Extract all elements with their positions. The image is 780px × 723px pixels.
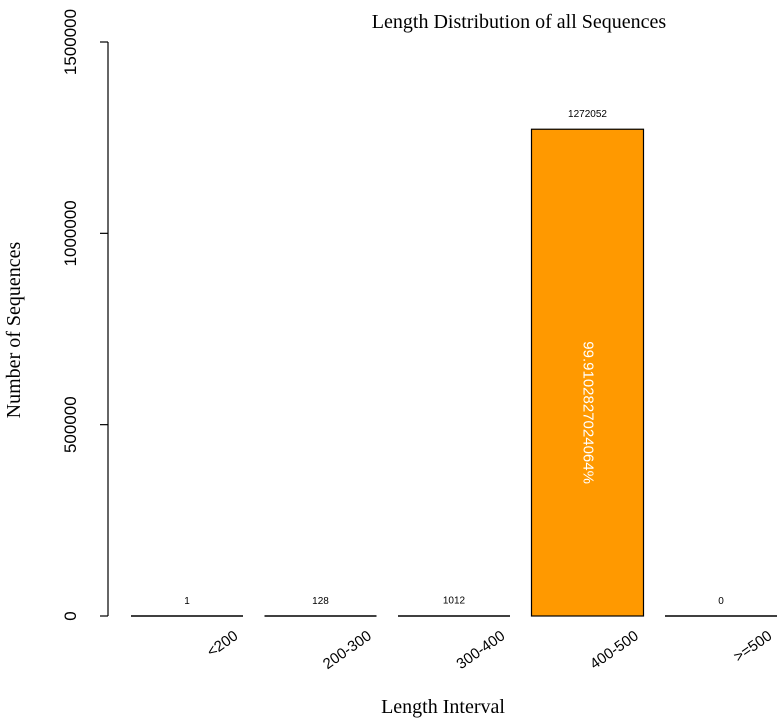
y-tick-label: 1000000 bbox=[61, 200, 80, 266]
x-tick-label: 300-400 bbox=[453, 627, 508, 673]
x-tick-label: >=500 bbox=[731, 627, 776, 665]
chart-title: Length Distribution of all Sequences bbox=[372, 11, 667, 33]
y-tick-label: 1500000 bbox=[61, 9, 80, 75]
data-label: 1 bbox=[184, 596, 190, 607]
y-axis: 0 500000 1000000 1500000 bbox=[61, 9, 109, 621]
x-tick-label: 200-300 bbox=[320, 627, 375, 673]
data-label: 0 bbox=[718, 596, 724, 607]
data-label: 1272052 bbox=[568, 109, 607, 120]
bars-group: 1 128 1012 1272052 99.9102827024064% 0 bbox=[131, 109, 777, 617]
bar bbox=[530, 128, 645, 617]
x-tick-label: 400-500 bbox=[587, 627, 642, 673]
x-tick-labels: <200 200-300 300-400 400-500 >=500 bbox=[204, 627, 775, 673]
data-label: 128 bbox=[312, 596, 329, 607]
y-tick-label: 0 bbox=[61, 611, 80, 620]
x-tick-label: <200 bbox=[204, 627, 241, 660]
x-axis-label: Length Interval bbox=[381, 696, 505, 718]
data-label: 1012 bbox=[443, 596, 466, 607]
percentage-label: 99.9102827024064% bbox=[580, 341, 597, 484]
y-tick-label: 500000 bbox=[61, 396, 80, 453]
y-axis-label: Number of Sequences bbox=[3, 241, 25, 418]
